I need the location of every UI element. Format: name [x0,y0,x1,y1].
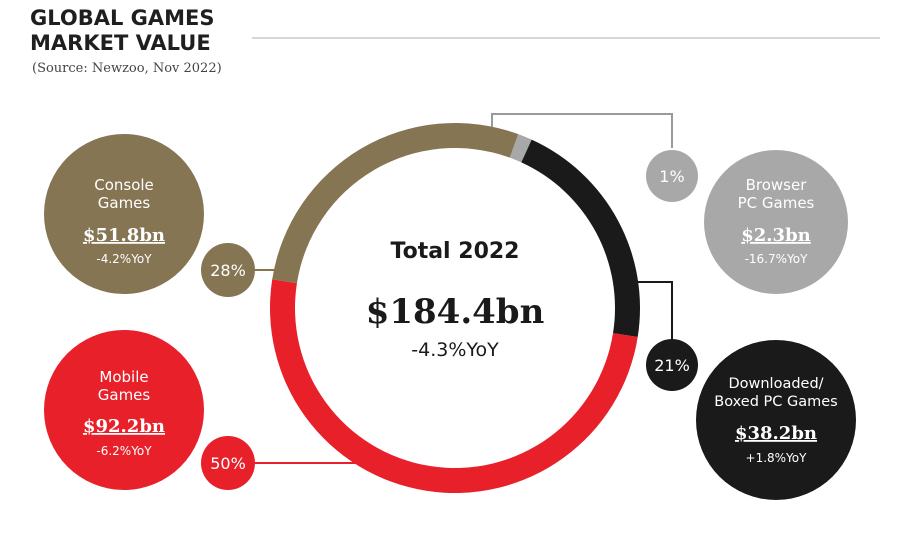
connector-downloaded [628,281,673,340]
percent-label-mobile: 50% [210,454,246,473]
donut-slice-downloaded [521,139,641,338]
title-line-1: GLOBAL GAMES [30,6,215,30]
segment-name-mobile-line1: Mobile [99,368,148,386]
segment-name-browser-line1: Browser [746,176,808,194]
center-total-value: $184.4bn [366,292,545,332]
segment-change-console: -4.2%YoY [96,252,152,266]
percent-bubble-mobile: 50% [201,436,255,490]
donut-slice-browser [509,134,532,163]
segment-bubble-browser: Browser PC Games $2.3bn -16.7%YoY [704,150,848,294]
segment-value-console: $51.8bn [83,225,165,246]
title-line-2: MARKET VALUE [30,31,211,55]
segment-value-browser: $2.3bn [741,225,811,246]
segment-value-downloaded: $38.2bn [735,423,817,444]
percent-label-console: 28% [210,261,246,280]
percent-bubble-downloaded: 21% [646,339,698,391]
segment-name-console-line2: Games [98,194,151,212]
segment-value-mobile: $92.2bn [83,416,165,437]
connector-lines [250,113,673,464]
percent-bubble-console: 28% [201,243,255,297]
segment-change-downloaded: +1.8%YoY [746,451,808,465]
segment-name-mobile-line2: Games [98,386,151,404]
segment-bubble-downloaded: Downloaded/ Boxed PC Games $38.2bn +1.8%… [696,340,856,500]
segment-bubble-console: Console Games $51.8bn -4.2%YoY [44,134,204,294]
donut-slice-mobile [269,279,638,494]
donut-chart [269,123,641,494]
segment-name-console-line1: Console [94,176,154,194]
segment-change-browser: -16.7%YoY [745,252,809,266]
segment-bubble-mobile: Mobile Games $92.2bn -6.2%YoY [44,330,204,490]
center-total-change: -4.3%YoY [411,339,499,361]
percent-label-downloaded: 21% [654,356,690,375]
donut-slice-console [272,123,519,284]
segment-name-downloaded-line2: Boxed PC Games [714,394,837,410]
percent-bubble-browser: 1% [646,150,698,202]
percent-label-browser: 1% [659,167,684,186]
connector-browser [491,113,673,148]
segment-name-downloaded-line1: Downloaded/ [728,376,823,392]
segment-name-browser-line2: PC Games [738,194,815,212]
segment-change-mobile: -6.2%YoY [96,444,152,458]
source-note: (Source: Newzoo, Nov 2022) [32,61,222,76]
center-total-label: Total 2022 [391,239,520,264]
